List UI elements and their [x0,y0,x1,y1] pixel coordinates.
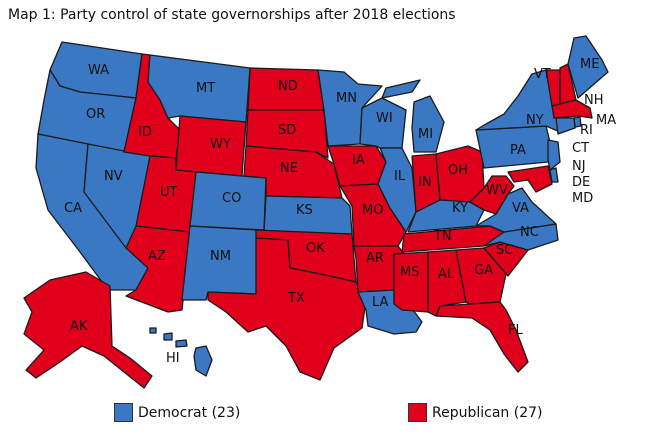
state-label-al: AL [438,267,455,282]
state-label-sc: SC [496,243,513,258]
state-label-ma: MA [596,113,616,128]
state-label-sd: SD [278,123,296,138]
state-label-ct: CT [572,141,589,156]
state-label-hi: HI [166,351,180,366]
state-label-nv: NV [104,169,123,184]
state-label-or: OR [86,107,105,122]
state-label-va: VA [512,201,529,216]
state-ks [263,195,353,235]
state-ma [551,99,593,119]
state-label-tn: TN [433,229,452,244]
state-label-ia: IA [352,153,365,168]
state-label-ri: RI [580,123,593,138]
state-label-ks: KS [296,203,313,218]
state-label-wa: WA [88,63,109,78]
republican-label: Republican (27) [432,404,543,421]
state-label-ne: NE [280,161,298,176]
state-md [507,165,553,193]
state-label-ut: UT [160,185,178,200]
state-label-az: AZ [148,249,166,264]
state-label-ms: MS [400,265,419,280]
state-label-mt: MT [196,81,215,96]
state-label-me: ME [580,57,599,72]
state-label-wv: WV [486,183,508,198]
state-label-wy: WY [210,137,231,152]
state-label-ky: KY [452,201,468,216]
state-nj [547,139,561,171]
state-label-ok: OK [306,241,325,256]
state-fl [435,301,529,373]
state-hi [149,327,213,377]
state-il [377,147,417,233]
state-label-mn: MN [336,91,357,106]
state-label-fl: FL [508,323,523,338]
state-label-vt: VT [534,67,551,82]
us-map: WA OR CA NV ID MT WY UT CO AZ NM ND SD NE KS OK TX MN IA MO… [23,35,616,389]
state-ms [393,251,429,313]
state-sd [245,109,329,159]
state-de [549,167,559,183]
state-label-co: CO [222,191,241,206]
state-label-il: IL [394,169,406,184]
state-label-tx: TX [287,291,305,306]
state-label-ga: GA [474,263,493,278]
state-label-mo: MO [362,203,383,218]
state-label-ny: NY [526,113,544,128]
democrat-swatch [114,403,133,422]
state-ak [23,271,153,389]
democrat-label: Democrat (23) [138,404,241,421]
state-label-ar: AR [366,251,384,266]
state-label-de: DE [572,175,590,190]
republican-swatch [408,403,427,422]
state-mi [381,79,445,153]
state-label-ak: AK [70,319,88,334]
state-wv [469,175,515,215]
state-label-nd: ND [278,79,298,94]
state-label-nc: NC [520,225,539,240]
state-label-nj: NJ [572,159,586,174]
state-label-nm: NM [210,249,231,264]
state-label-pa: PA [510,143,526,158]
state-me [567,35,609,99]
state-label-ca: CA [64,201,82,216]
state-label-id: ID [138,125,152,140]
state-label-mi: MI [418,127,433,142]
map-title: Map 1: Party control of state governorsh… [8,7,456,23]
state-label-nh: NH [584,93,604,108]
state-label-in: IN [418,175,432,190]
legend-democrat: Democrat (23) [114,403,240,422]
state-label-oh: OH [448,163,468,178]
state-ct [555,117,576,135]
state-tx [207,237,367,381]
state-label-la: LA [372,295,389,310]
state-label-wi: WI [376,111,393,126]
state-label-md: MD [572,191,593,206]
legend-republican: Republican (27) [408,403,542,422]
